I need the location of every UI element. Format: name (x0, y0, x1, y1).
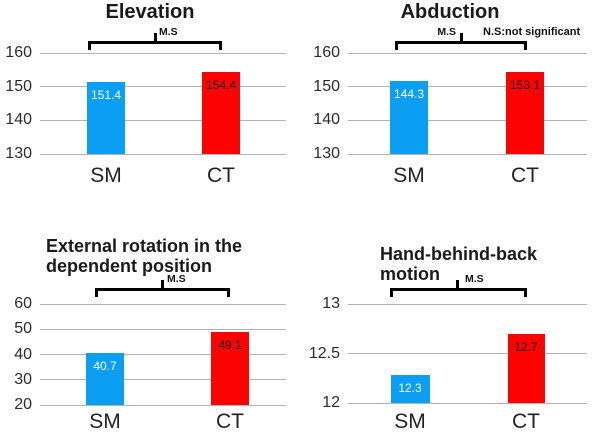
y-tick-label: 140 (5, 111, 32, 129)
y-tick-label: 12 (322, 394, 340, 411)
chart-title: Abduction (310, 1, 590, 23)
y-tick-label: 140 (313, 111, 340, 129)
gridline (40, 404, 286, 406)
category-label: CT (511, 164, 539, 187)
gridline (40, 354, 286, 355)
gridline (40, 119, 286, 121)
gridline (348, 353, 587, 354)
significance-bracket-right-tick (524, 288, 527, 297)
chart-title: Hand-behind-back motion (380, 244, 600, 284)
gridline (40, 153, 286, 155)
significance-label: M.S (159, 26, 178, 38)
gridline (348, 52, 587, 54)
category-label: CT (216, 410, 244, 433)
bar-value-label: 153.1 (509, 77, 541, 92)
significance-bracket-left-tick (88, 41, 91, 50)
y-tick-label: 20 (14, 396, 32, 413)
significance-bracket-right-tick (227, 288, 230, 297)
category-label: SM (89, 410, 121, 433)
category-label: SM (393, 164, 425, 187)
chart-title-line: Elevation (105, 1, 195, 23)
significance-bracket-center-tick (456, 280, 459, 291)
gridline (40, 52, 286, 54)
chart-title-line: Hand-behind-back (380, 244, 538, 264)
y-tick-label: 12.5 (308, 344, 340, 362)
category-label: SM (394, 410, 426, 433)
bar-ct (202, 71, 240, 154)
y-tick-label: 130 (5, 145, 32, 162)
bar-sm (86, 352, 124, 405)
y-tick-label: 150 (5, 77, 32, 95)
bar-value-label: 49.1 (218, 337, 242, 352)
bar-value-label: 12.7 (514, 339, 538, 354)
y-tick-label: 160 (5, 44, 32, 61)
significance-bracket-right-tick (524, 41, 527, 50)
significance-bracket-center-tick (460, 33, 463, 44)
significance-bracket-left-tick (395, 41, 398, 50)
significance-label: M.S (437, 26, 456, 38)
bar-sm (390, 80, 428, 154)
y-tick-label: 60 (14, 295, 32, 312)
chart-title-line: External rotation in the (46, 236, 243, 256)
significance-bracket-center-tick (161, 280, 164, 291)
y-tick-label: 50 (14, 320, 32, 338)
y-tick-label: 130 (313, 145, 340, 162)
bar-ct (211, 331, 249, 405)
significance-label: M.S (465, 273, 484, 285)
y-tick-label: 150 (313, 77, 340, 95)
gridline (40, 379, 286, 381)
category-label: CT (512, 410, 540, 433)
bar-sm (87, 81, 125, 154)
bar-ct (506, 71, 544, 154)
bar-value-label: 154.4 (205, 77, 237, 92)
significance-bracket-left-tick (95, 288, 98, 297)
category-label: CT (207, 164, 235, 187)
gridline (348, 153, 587, 155)
gridline (348, 303, 587, 305)
significance-bracket-center-tick (154, 33, 157, 44)
gridline (40, 328, 286, 330)
ns-note: N.S:not significant (483, 26, 581, 38)
bar-value-label: 40.7 (93, 358, 117, 373)
significance-label: M.S (167, 273, 186, 285)
significance-bracket-right-tick (219, 41, 222, 50)
gridline (348, 86, 587, 88)
gridline (348, 119, 587, 121)
bar-value-label: 144.3 (393, 86, 425, 101)
chart-title-line: Abduction (400, 1, 500, 23)
bar-value-label: 151.4 (90, 87, 122, 102)
gridline (348, 402, 587, 404)
y-tick-label: 30 (14, 370, 32, 388)
category-label: SM (90, 164, 122, 187)
chart-title-line: dependent position (46, 256, 212, 276)
gridline (40, 303, 286, 305)
bar-sm (390, 375, 430, 403)
chart-title: Elevation (10, 1, 290, 23)
significance-bracket-left-tick (390, 288, 393, 297)
gridline (40, 86, 286, 88)
y-tick-label: 13 (322, 295, 340, 312)
y-tick-label: 40 (14, 345, 32, 363)
bar-ct (507, 333, 545, 403)
bar-value-label: 12.3 (398, 381, 422, 396)
chart-title: External rotation in the dependent positi… (46, 236, 326, 276)
chart-title-line: motion (380, 264, 440, 284)
y-tick-label: 160 (313, 44, 340, 61)
